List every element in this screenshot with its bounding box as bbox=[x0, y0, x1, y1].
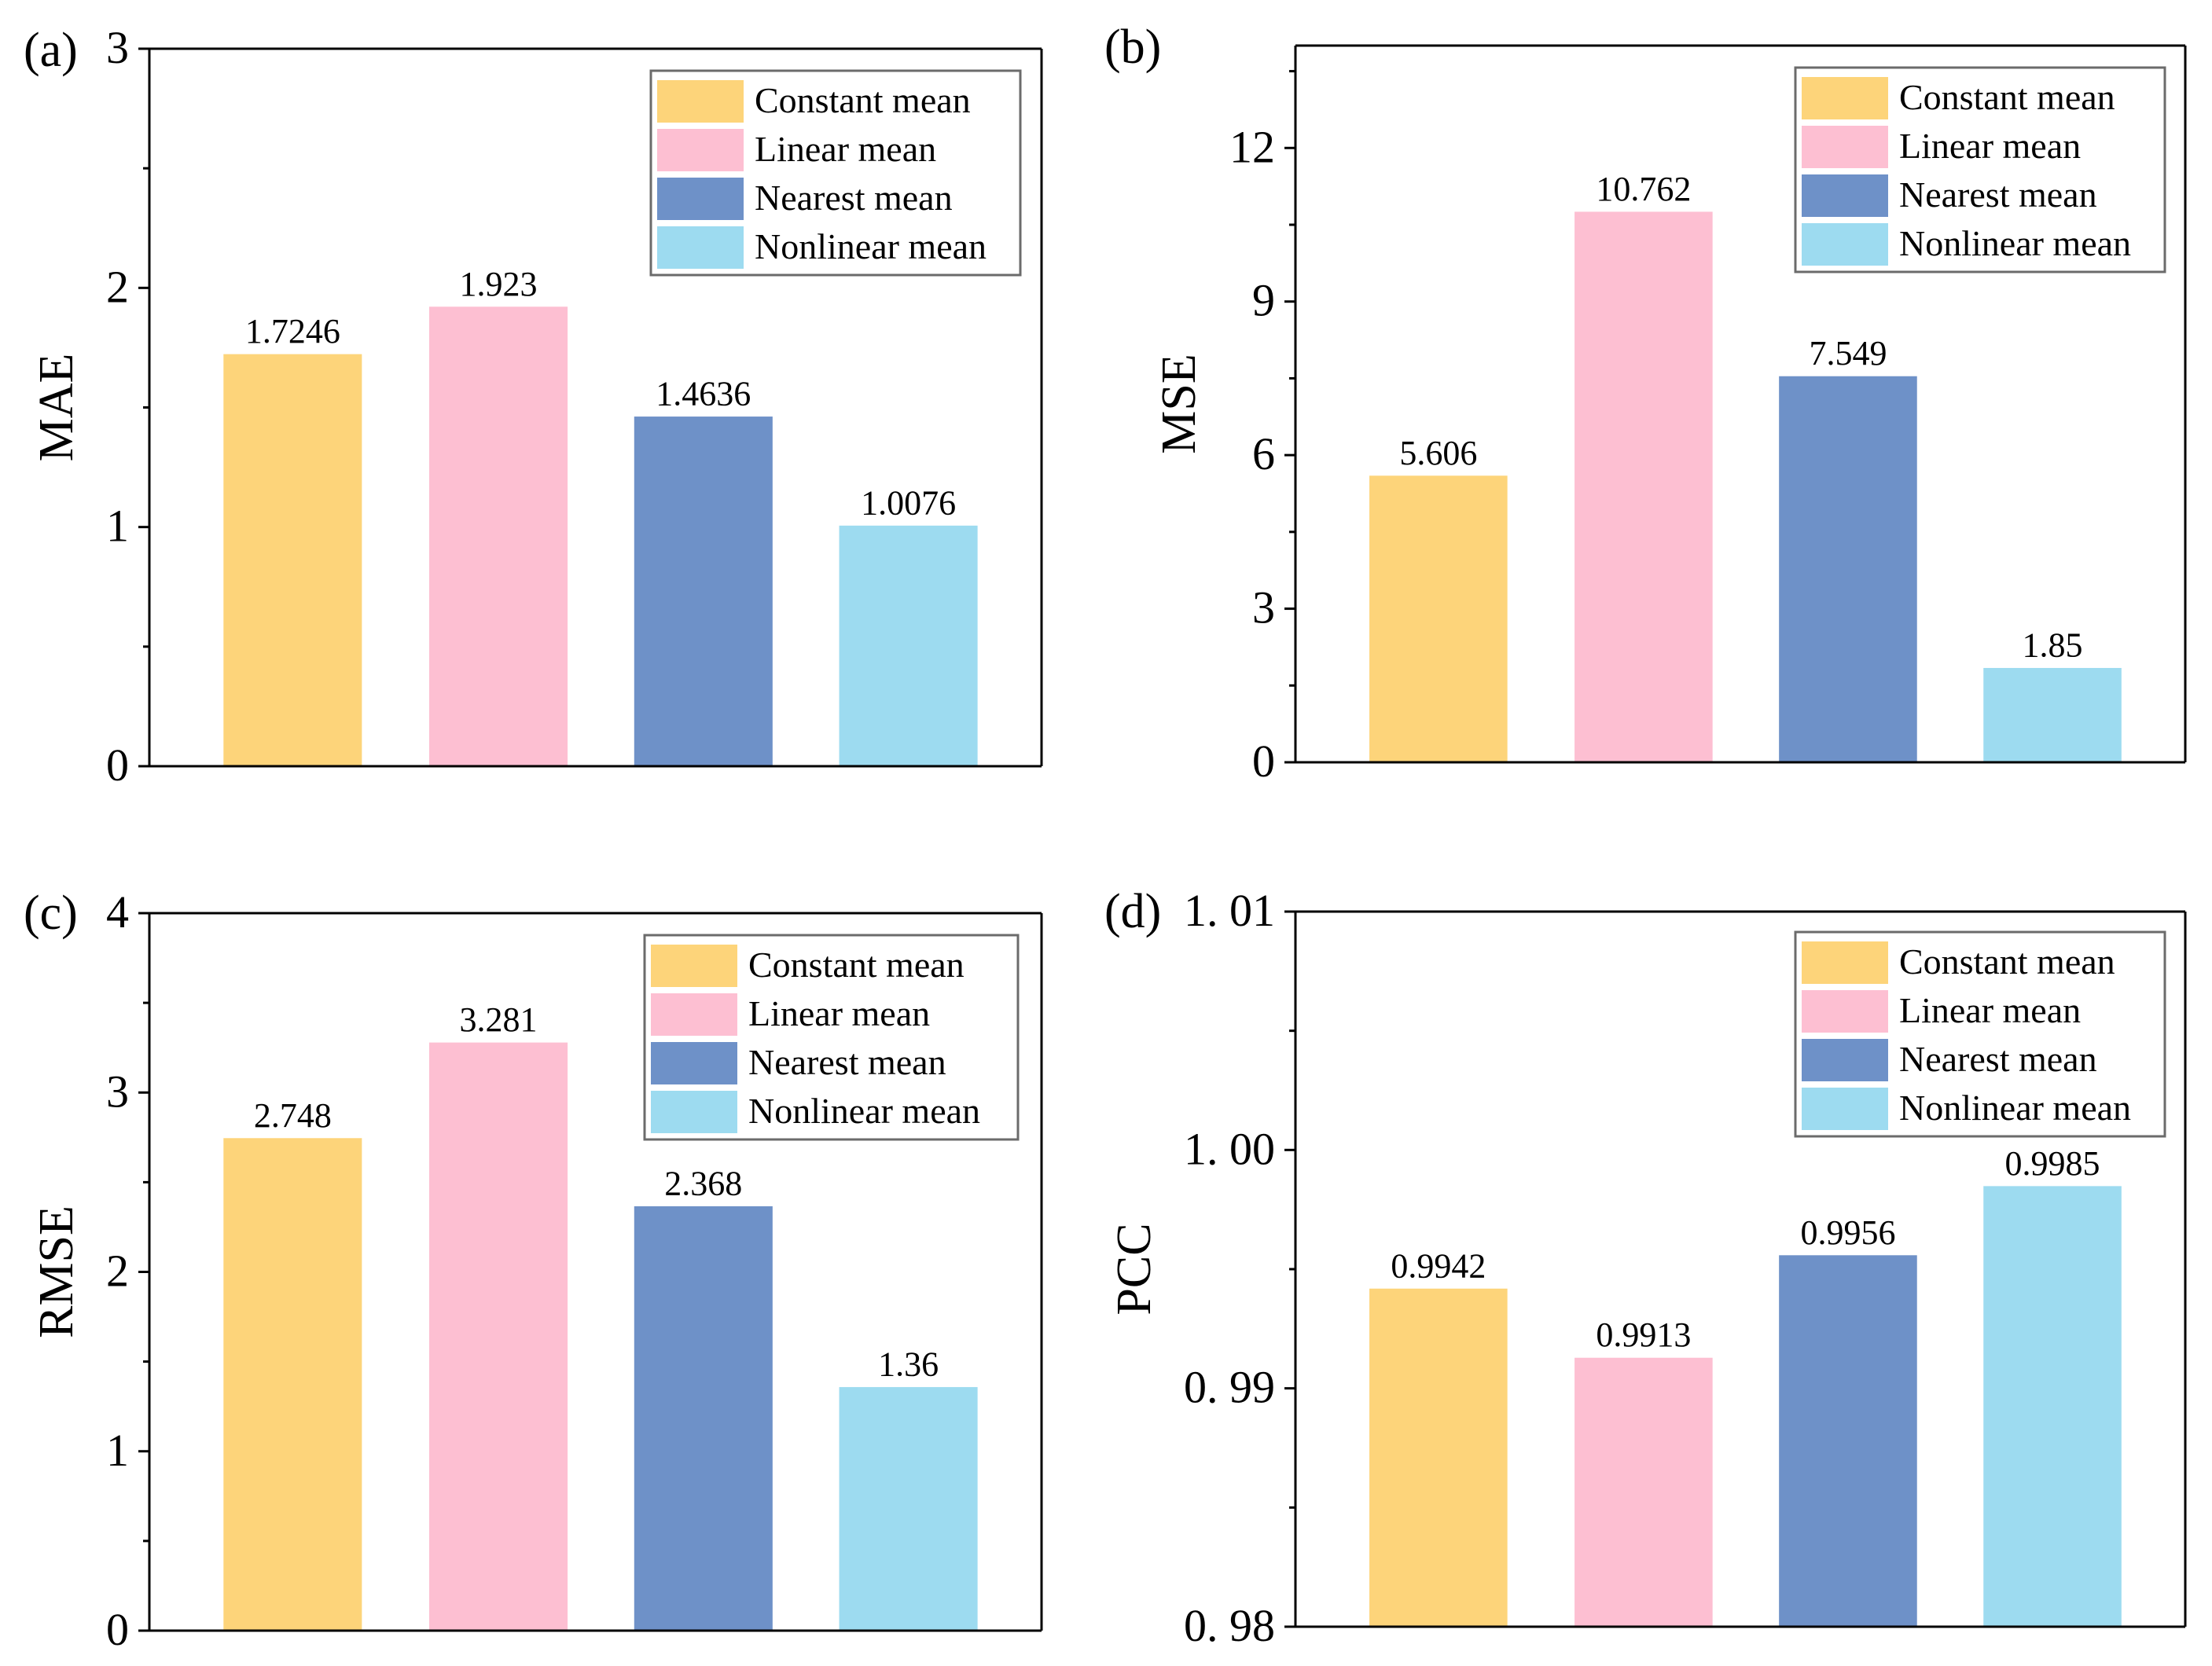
chart-panel-a: (a) MAE 1.7246 1.923 1.4636 1.0076 0 1 2 3 Constan… bbox=[24, 22, 1043, 791]
legend: Constant mean Linear mean Nearest mean Nonl… bbox=[1794, 930, 2166, 1138]
legend-swatch bbox=[1802, 77, 1888, 119]
y-axis-title: MSE bbox=[1152, 354, 1206, 453]
y-tick-label: 3 bbox=[106, 1066, 129, 1117]
legend-swatch bbox=[651, 945, 737, 987]
chart-panel-c: (c) RMSE 2.748 3.281 2.368 1.36 0 1 2 3 4 Constant … bbox=[24, 886, 1043, 1655]
panel-label: (b) bbox=[1104, 20, 1161, 74]
legend-label: Constant mean bbox=[748, 945, 965, 985]
legend-swatch bbox=[657, 80, 744, 123]
bar-value-label: 0.9956 bbox=[1800, 1213, 1895, 1252]
legend-label: Constant mean bbox=[1899, 77, 2115, 117]
y-tick-label: 3 bbox=[106, 22, 129, 73]
y-tick-label: 4 bbox=[106, 886, 129, 938]
legend-swatch bbox=[657, 226, 744, 269]
legend-swatch bbox=[1802, 174, 1888, 217]
bar-value-label: 7.549 bbox=[1809, 334, 1887, 372]
legend-swatch bbox=[651, 993, 737, 1036]
legend-label: Linear mean bbox=[1899, 990, 2081, 1030]
legend: Constant mean Linear mean Nearest mean Nonl… bbox=[649, 69, 1022, 277]
y-tick-label: 9 bbox=[1252, 275, 1275, 326]
bar-nonlinear-mean bbox=[1982, 1185, 2122, 1627]
bar-value-label: 2.368 bbox=[664, 1165, 742, 1203]
chart-panel-d: (d) PCC 0.9942 0.9913 0.9956 0.9985 0. 98 0. 99… bbox=[1104, 885, 2187, 1651]
legend-swatch bbox=[1802, 1039, 1888, 1081]
bar-value-label: 1.7246 bbox=[245, 312, 340, 350]
y-tick-label: 3 bbox=[1252, 582, 1275, 633]
panel-label: (c) bbox=[24, 886, 78, 940]
legend-label: Nearest mean bbox=[755, 178, 953, 218]
bar-value-label: 0.9985 bbox=[2005, 1144, 2100, 1183]
y-tick-label: 2 bbox=[106, 1246, 129, 1297]
legend-swatch bbox=[1802, 126, 1888, 168]
chart-panel-b: (b) MSE 5.606 10.762 7.549 1.85 0 3 6 9 12 Constant… bbox=[1104, 20, 2187, 787]
bar-value-label: 0.9913 bbox=[1596, 1316, 1691, 1354]
bar-nearest-mean bbox=[1778, 1254, 1918, 1627]
y-tick-label: 6 bbox=[1252, 428, 1275, 479]
legend: Constant mean Linear mean Nearest mean Nonl… bbox=[643, 934, 1020, 1141]
legend-label: Constant mean bbox=[755, 80, 971, 120]
y-tick-label: 0 bbox=[1252, 736, 1275, 787]
y-tick-label: 1. 01 bbox=[1184, 885, 1275, 936]
legend-label: Nonlinear mean bbox=[755, 226, 987, 266]
y-tick-label: 0 bbox=[106, 739, 129, 791]
bar-value-label: 3.281 bbox=[460, 1000, 538, 1039]
y-axis-title: MAE bbox=[30, 354, 83, 462]
y-tick-label: 0. 99 bbox=[1184, 1362, 1275, 1413]
legend-swatch bbox=[657, 178, 744, 220]
y-axis-title: PCC bbox=[1108, 1223, 1161, 1315]
legend-label: Linear mean bbox=[755, 129, 936, 169]
bar-value-label: 2.748 bbox=[254, 1096, 332, 1135]
legend-label: Linear mean bbox=[748, 993, 930, 1033]
legend-swatch bbox=[1802, 941, 1888, 984]
legend-label: Linear mean bbox=[1899, 126, 2081, 166]
bar-constant-mean bbox=[1369, 1287, 1508, 1627]
legend: Constant mean Linear mean Nearest mean Nonl… bbox=[1794, 66, 2166, 273]
bar-value-label: 1.0076 bbox=[861, 483, 956, 522]
legend-label: Nonlinear mean bbox=[748, 1091, 980, 1131]
bar-nearest-mean bbox=[633, 1205, 773, 1631]
bar-value-label: 0.9942 bbox=[1391, 1246, 1486, 1285]
legend-swatch bbox=[651, 1091, 737, 1133]
legend-swatch bbox=[1802, 990, 1888, 1033]
y-axis-title: RMSE bbox=[30, 1205, 83, 1338]
bar-nonlinear-mean bbox=[1982, 666, 2122, 763]
y-tick-label: 0 bbox=[106, 1604, 129, 1655]
legend-label: Nonlinear mean bbox=[1899, 1088, 2131, 1128]
bar-value-label: 1.85 bbox=[2023, 626, 2083, 664]
bar-linear-mean bbox=[1574, 1356, 1714, 1627]
legend-swatch bbox=[1802, 1088, 1888, 1130]
y-tick-label: 1. 00 bbox=[1184, 1123, 1275, 1174]
bar-value-label: 1.923 bbox=[460, 265, 538, 303]
y-tick-label: 2 bbox=[106, 261, 129, 312]
bar-value-label: 10.762 bbox=[1596, 170, 1691, 208]
bar-constant-mean bbox=[222, 353, 363, 767]
bar-value-label: 1.36 bbox=[878, 1345, 939, 1384]
bar-nearest-mean bbox=[1778, 375, 1918, 763]
legend-label: Nearest mean bbox=[1899, 1039, 2097, 1079]
bar-linear-mean bbox=[428, 1041, 569, 1631]
legend-label: Nearest mean bbox=[1899, 174, 2097, 215]
y-tick-label: 0. 98 bbox=[1184, 1600, 1275, 1651]
bar-value-label: 5.606 bbox=[1399, 434, 1477, 472]
bar-constant-mean bbox=[1369, 475, 1508, 763]
y-tick-label: 1 bbox=[106, 1425, 129, 1476]
bar-constant-mean bbox=[222, 1137, 363, 1631]
panel-label: (a) bbox=[24, 24, 78, 77]
y-tick-label: 12 bbox=[1229, 121, 1275, 172]
y-tick-label: 1 bbox=[106, 501, 129, 552]
legend-label: Nonlinear mean bbox=[1899, 223, 2131, 263]
bar-linear-mean bbox=[428, 306, 569, 767]
bar-nearest-mean bbox=[633, 416, 773, 767]
bar-value-label: 1.4636 bbox=[656, 375, 751, 413]
bar-linear-mean bbox=[1574, 211, 1714, 763]
bar-nonlinear-mean bbox=[838, 1386, 979, 1631]
bar-nonlinear-mean bbox=[838, 524, 979, 767]
legend-label: Constant mean bbox=[1899, 941, 2115, 982]
legend-swatch bbox=[1802, 223, 1888, 266]
legend-label: Nearest mean bbox=[748, 1042, 946, 1082]
legend-swatch bbox=[651, 1042, 737, 1084]
legend-swatch bbox=[657, 129, 744, 171]
panel-label: (d) bbox=[1104, 885, 1161, 938]
